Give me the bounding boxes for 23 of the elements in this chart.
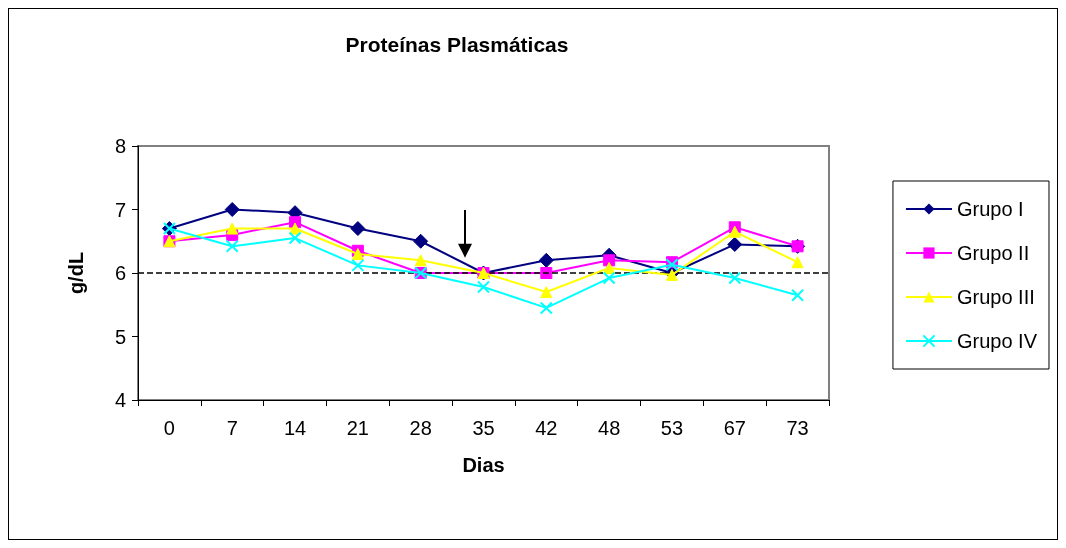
- x-tick-label: 73: [786, 417, 809, 439]
- x-tick-label: 14: [283, 417, 307, 439]
- legend-label: Grupo I: [956, 198, 1024, 220]
- x-tick-label: 67: [723, 417, 746, 439]
- x-tick-label: 42: [535, 417, 558, 439]
- x-tick-label: 28: [409, 417, 432, 439]
- y-tick-label: 8: [114, 135, 126, 157]
- y-tick-label: 5: [114, 325, 126, 348]
- x-tick-label: 48: [598, 417, 621, 439]
- x-tick-label: 35: [472, 417, 495, 439]
- x-tick-label: 21: [346, 417, 369, 439]
- chart-title: Proteínas Plasmáticas: [345, 33, 569, 56]
- x-tick-label: 7: [226, 417, 238, 439]
- legend-label: Grupo II: [956, 242, 1030, 264]
- y-tick-label: 7: [114, 198, 126, 221]
- x-axis-title: Dias: [462, 454, 505, 476]
- y-tick-label: 4: [114, 389, 126, 411]
- x-tick-label: 0: [163, 417, 175, 439]
- y-axis-title: g/dL: [65, 251, 87, 295]
- legend-label: Grupo IV: [956, 330, 1038, 352]
- y-tick-label: 6: [114, 262, 126, 284]
- x-tick-label: 53: [660, 417, 684, 439]
- legend-label: Grupo III: [956, 286, 1035, 308]
